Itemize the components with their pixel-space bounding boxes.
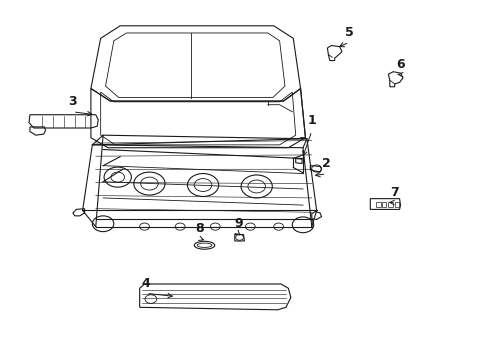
- Text: 2: 2: [322, 157, 330, 170]
- Text: 5: 5: [344, 26, 353, 39]
- Text: 6: 6: [395, 58, 404, 71]
- Text: 1: 1: [307, 114, 316, 127]
- Text: 3: 3: [68, 95, 77, 108]
- Text: 4: 4: [142, 277, 150, 290]
- Text: 7: 7: [389, 186, 398, 199]
- Text: 9: 9: [234, 217, 243, 230]
- Text: 8: 8: [195, 222, 203, 235]
